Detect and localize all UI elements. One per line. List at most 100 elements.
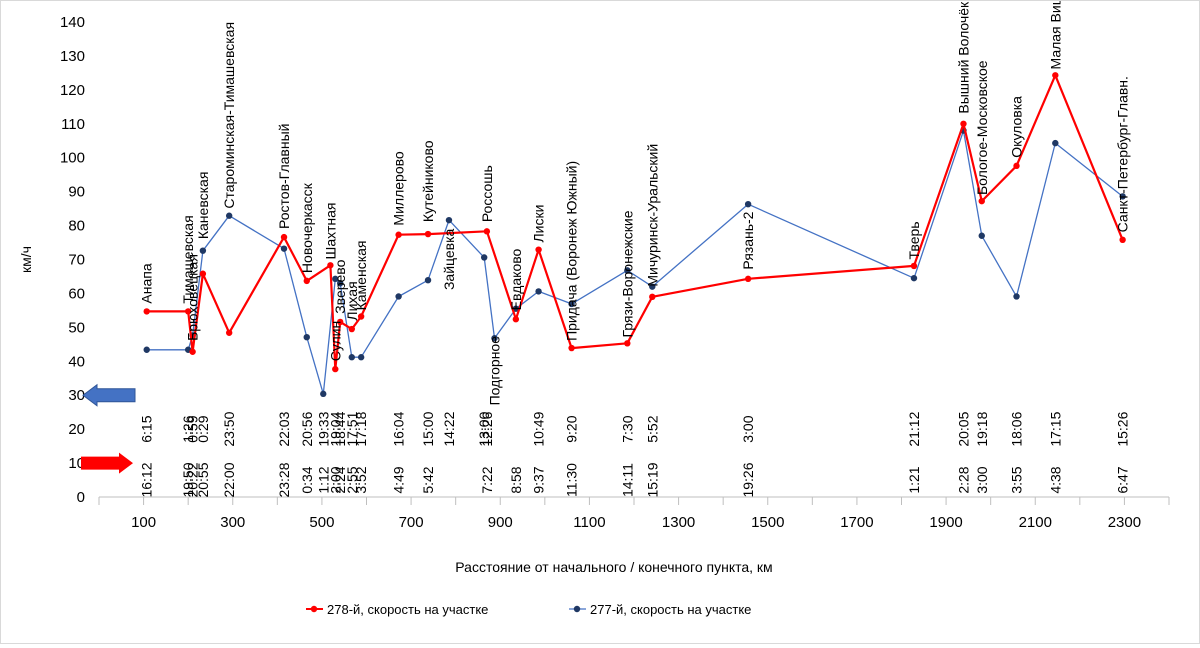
series-277-point xyxy=(348,354,355,361)
time-label-277: 13:00 xyxy=(476,411,492,446)
series-277-point xyxy=(424,276,432,284)
series-278-point xyxy=(1119,236,1126,244)
time-label-277: 0:29 xyxy=(195,415,211,442)
time-label-278: 9:37 xyxy=(531,466,547,493)
time-label-277: 20:05 xyxy=(955,411,971,446)
time-label-277: 15:00 xyxy=(420,411,436,446)
time-label-278: 2:28 xyxy=(955,466,971,493)
time-label-277: 17:15 xyxy=(1047,411,1063,446)
series-278-point xyxy=(568,344,575,352)
station-label: Новочеркасск xyxy=(299,182,315,273)
series-277-point xyxy=(568,300,575,308)
time-label-277: 16:04 xyxy=(391,411,407,446)
direction-arrows xyxy=(81,383,136,474)
time-label-278: 23:28 xyxy=(276,462,292,497)
series-277-point xyxy=(303,333,310,341)
series-277-point xyxy=(280,245,288,252)
time-label-278: 22:00 xyxy=(221,462,237,497)
station-label: Евдаково xyxy=(508,248,524,310)
time-label-277: 6:15 xyxy=(139,415,155,442)
time-label-278: 3:00 xyxy=(974,466,990,493)
station-label: Староминская-Тимашевская xyxy=(221,22,237,209)
time-label-278: 5:42 xyxy=(420,466,436,493)
legend: 278-й, скорость на участке 277-й, скорос… xyxy=(306,602,751,617)
y-tick-label: 140 xyxy=(60,14,85,31)
y-tick-label: 120 xyxy=(60,82,85,99)
y-tick-label: 90 xyxy=(68,184,85,201)
station-label: Придача (Воронеж Южный) xyxy=(564,161,580,341)
series-278-point xyxy=(143,308,150,315)
legend-277-marker xyxy=(573,605,581,613)
series-277-point xyxy=(225,212,233,219)
legend-277-label: 277-й, скорость на участке xyxy=(590,602,751,617)
x-tick-label: 700 xyxy=(399,514,424,531)
series-277-point xyxy=(910,274,918,282)
x-tick-label: 300 xyxy=(220,514,245,531)
station-label: Мичуринск-Уральский xyxy=(644,144,660,287)
time-label-278: 11:30 xyxy=(564,463,580,497)
y-tick-label: 50 xyxy=(68,319,85,336)
time-label-277: 10:49 xyxy=(531,411,547,446)
time-label-278: 3:52 xyxy=(353,466,369,493)
station-label: Брюховецкая xyxy=(185,254,201,341)
time-label-278: 2:55 xyxy=(344,466,360,493)
station-label: Малая Вишера xyxy=(1047,1,1063,70)
station-label: Анапа xyxy=(139,263,155,303)
x-tick-label: 500 xyxy=(309,514,334,531)
time-label-278: 8:58 xyxy=(508,466,524,493)
y-tick-label: 70 xyxy=(68,252,85,269)
time-label-278: 3:55 xyxy=(1009,466,1025,493)
station-label: Санкт-Петербург-Главн. xyxy=(1115,76,1131,232)
series-278-point xyxy=(744,275,752,283)
series-278-point xyxy=(960,120,967,127)
legend-item-277[interactable]: 277-й, скорость на участке xyxy=(569,602,751,617)
time-label-277: 19:33 xyxy=(315,411,331,446)
time-label-278: 14:11 xyxy=(619,463,635,497)
station-label: Ростов-Главный xyxy=(276,124,292,229)
station-label: Лиски xyxy=(531,205,547,243)
time-label-277: 9:20 xyxy=(564,415,580,442)
grid-layer xyxy=(98,497,1170,505)
arrow-left-icon xyxy=(82,383,136,407)
time-label-277: 21:12 xyxy=(906,411,922,446)
time-label-277: 0:59 xyxy=(185,415,201,442)
station-label: Лихая xyxy=(344,281,360,320)
series-277-point xyxy=(1052,139,1059,147)
legend-278-marker xyxy=(310,605,318,613)
series-277-point xyxy=(978,232,985,239)
time-label-277: 7:30 xyxy=(619,415,635,442)
series-277-point xyxy=(357,354,365,361)
time-label-278: 0:34 xyxy=(299,466,315,493)
y-tick-label: 30 xyxy=(68,387,85,404)
time-label-278: 4:49 xyxy=(391,466,407,493)
series-278-point xyxy=(910,262,918,270)
series-278-point xyxy=(303,277,310,285)
time-label-277: 17:51 xyxy=(344,411,360,446)
time-label-277: 20:56 xyxy=(299,411,315,446)
time-label-277: 12:26 xyxy=(479,411,495,446)
station-label: Бологое-Московское xyxy=(974,60,990,195)
series-277-point xyxy=(491,335,498,342)
series-278-point xyxy=(199,270,207,277)
y-tick-label: 0 xyxy=(77,489,85,506)
y-tick-label: 60 xyxy=(68,285,85,302)
station-label: Окуловка xyxy=(1009,96,1025,158)
series-278-point xyxy=(978,197,985,205)
time-label-278: 7:22 xyxy=(479,466,495,493)
series-278-point xyxy=(225,329,233,336)
time-label-277: 3:00 xyxy=(740,415,756,442)
series-278-point xyxy=(395,231,402,238)
legend-278-label: 278-й, скорость на участке xyxy=(327,602,488,617)
series-278-point xyxy=(1052,72,1059,79)
legend-item-278[interactable]: 278-й, скорость на участке xyxy=(306,602,488,617)
station-label: Шахтная xyxy=(322,203,338,260)
series-277-point xyxy=(624,267,631,274)
x-axis-title: Расстояние от начального / конечного пун… xyxy=(455,559,772,575)
series-278-point xyxy=(348,325,355,333)
x-tick-label: 2300 xyxy=(1108,514,1141,531)
time-label-278: 4:38 xyxy=(1047,466,1063,493)
y-tick-label: 130 xyxy=(60,48,85,65)
time-label-278: 2:24 xyxy=(332,466,348,493)
series-278-point xyxy=(189,348,196,355)
